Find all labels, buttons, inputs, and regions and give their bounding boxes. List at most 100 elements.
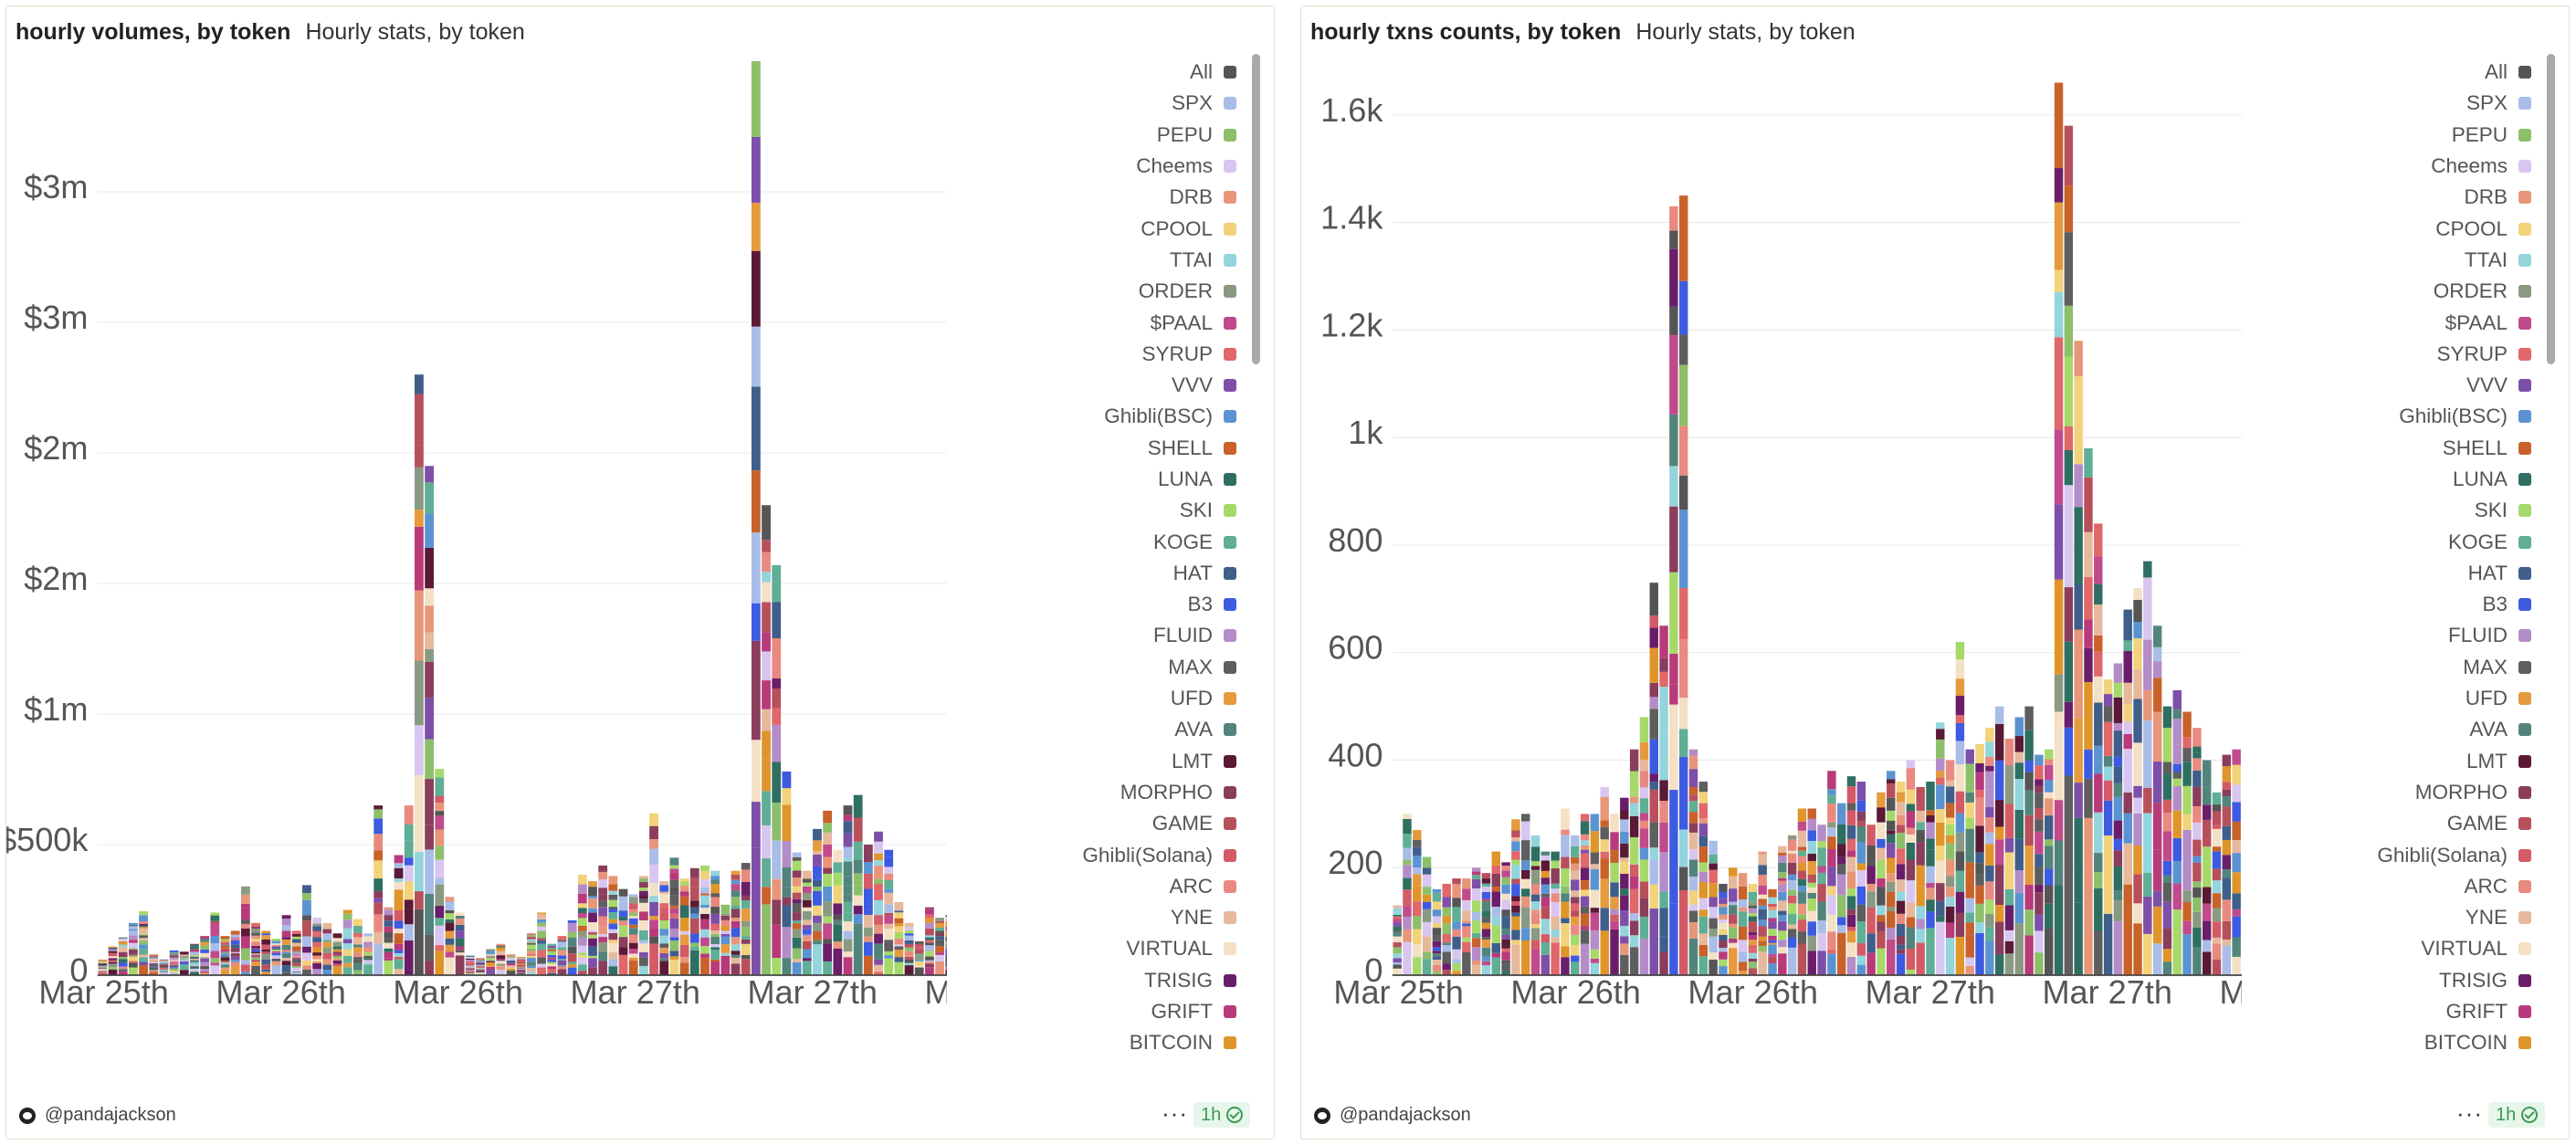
bar-stack[interactable] [210, 912, 220, 976]
bar-stack[interactable] [2152, 625, 2162, 976]
bar-stack[interactable] [1580, 814, 1590, 976]
legend-item-ghibli-solana-[interactable]: Ghibli(Solana) [2237, 839, 2531, 870]
bar-stack[interactable] [2004, 738, 2014, 976]
legend-item-virtual[interactable]: VIRTUAL [942, 933, 1236, 964]
legend-item-b3[interactable]: B3 [942, 589, 1236, 620]
legend-item-ufd[interactable]: UFD [942, 683, 1236, 714]
legend-item-drb[interactable]: DRB [942, 182, 1236, 213]
legend-item-cpool[interactable]: CPOOL [942, 213, 1236, 244]
bar-stack[interactable] [1520, 814, 1530, 976]
bar-stack[interactable] [1639, 717, 1649, 976]
legend-item-arc[interactable]: ARC [2237, 871, 2531, 902]
bar-stack[interactable] [363, 933, 373, 976]
bar-stack[interactable] [220, 936, 230, 976]
legend-item-drb[interactable]: DRB [2237, 182, 2531, 213]
bar-stack[interactable] [128, 922, 138, 976]
legend-item--paal[interactable]: $PAAL [942, 307, 1236, 338]
bar-stack[interactable] [1916, 786, 1925, 976]
bar-stack[interactable] [1688, 749, 1698, 976]
more-menu-icon[interactable]: ··· [1162, 1099, 1188, 1127]
bar-stack[interactable] [2162, 706, 2172, 976]
bar-stack[interactable] [2232, 749, 2241, 976]
bar-stack[interactable] [608, 876, 618, 976]
bar-stack[interactable] [251, 922, 260, 976]
bar-stack[interactable] [741, 863, 751, 976]
legend-item-virtual[interactable]: VIRTUAL [2237, 933, 2531, 964]
bar-stack[interactable] [322, 922, 332, 976]
legend-item-ghibli-bsc-[interactable]: Ghibli(BSC) [2237, 401, 2531, 432]
refresh-badge[interactable]: 1h [2488, 1102, 2546, 1128]
bar-stack[interactable] [710, 870, 720, 976]
bar-stack[interactable] [271, 938, 281, 976]
legend-item-pepu[interactable]: PEPU [2237, 120, 2531, 151]
bar-stack[interactable] [1669, 205, 1678, 976]
legend-item-koge[interactable]: KOGE [2237, 526, 2531, 557]
bar-stack[interactable] [1462, 878, 1471, 976]
bar-stack[interactable] [1807, 808, 1816, 976]
bar-stack[interactable] [557, 936, 567, 976]
bar-stack[interactable] [802, 870, 812, 976]
bar-stack[interactable] [1649, 583, 1658, 976]
bar-stack[interactable] [945, 915, 947, 976]
bar-stack[interactable] [2143, 561, 2152, 976]
bar-stack[interactable] [762, 505, 771, 976]
bar-stack[interactable] [2045, 749, 2054, 976]
bar-stack[interactable] [1511, 819, 1520, 976]
legend-item-ttai[interactable]: TTAI [942, 245, 1236, 276]
bar-stack[interactable] [159, 959, 169, 976]
legend-item-koge[interactable]: KOGE [942, 526, 1236, 557]
bar-stack[interactable] [567, 919, 577, 976]
bar-stack[interactable] [731, 870, 741, 976]
bar-stack[interactable] [700, 865, 710, 976]
bar-stack[interactable] [2074, 341, 2083, 976]
bar-stack[interactable] [1975, 743, 1984, 976]
legend-item-cpool[interactable]: CPOOL [2237, 213, 2531, 244]
legend-item-luna[interactable]: LUNA [2237, 464, 2531, 495]
more-menu-icon[interactable]: ··· [2456, 1099, 2483, 1127]
bar-stack[interactable] [2123, 609, 2132, 976]
bar-stack[interactable] [1846, 776, 1856, 976]
legend-item-fluid[interactable]: FLUID [2237, 620, 2531, 651]
bar-stack[interactable] [516, 957, 526, 976]
bar-stack[interactable] [1994, 706, 2004, 976]
bar-stack[interactable] [689, 867, 699, 976]
bar-stack[interactable] [904, 922, 914, 976]
bar-stack[interactable] [240, 886, 250, 976]
legend-item-ski[interactable]: SKI [2237, 495, 2531, 526]
legend-item-ava[interactable]: AVA [2237, 714, 2531, 745]
bar-stack[interactable] [1551, 851, 1560, 976]
legend-item-ufd[interactable]: UFD [2237, 683, 2531, 714]
bar-stack[interactable] [1393, 905, 1402, 976]
bar-stack[interactable] [1926, 782, 1935, 976]
bar-stack[interactable] [720, 904, 731, 976]
legend-item-yne[interactable]: YNE [2237, 902, 2531, 933]
bar-stack[interactable] [2054, 82, 2064, 976]
legend-item-lmt[interactable]: LMT [2237, 746, 2531, 777]
bar-stack[interactable] [1836, 803, 1846, 976]
bar-stack[interactable] [496, 943, 506, 976]
legend-item-syrup[interactable]: SYRUP [942, 339, 1236, 370]
bar-stack[interactable] [352, 919, 363, 976]
legend-item-ghibli-solana-[interactable]: Ghibli(Solana) [942, 839, 1236, 870]
bar-stack[interactable] [1817, 825, 1826, 976]
bar-stack[interactable] [914, 940, 924, 976]
bar-stack[interactable] [772, 565, 782, 976]
bar-stack[interactable] [1610, 814, 1619, 976]
bar-stack[interactable] [2182, 711, 2192, 976]
bar-stack[interactable] [2035, 754, 2044, 976]
bar-stack[interactable] [527, 933, 536, 976]
bar-stack[interactable] [1965, 749, 1974, 976]
legend-item-vvv[interactable]: VVV [2237, 370, 2531, 401]
legend-item-bitcoin[interactable]: BITCOIN [942, 1027, 1236, 1058]
bar-stack[interactable] [1481, 873, 1491, 976]
bar-stack[interactable] [537, 912, 546, 976]
bar-stack[interactable] [1768, 888, 1777, 976]
legend-item-b3[interactable]: B3 [2237, 589, 2531, 620]
legend-item-order[interactable]: ORDER [2237, 276, 2531, 307]
bar-stack[interactable] [2172, 689, 2182, 976]
legend-item-ttai[interactable]: TTAI [2237, 245, 2531, 276]
bar-stack[interactable] [874, 831, 883, 976]
bar-stack[interactable] [1403, 814, 1412, 976]
bar-stack[interactable] [404, 805, 414, 976]
bar-stack[interactable] [261, 930, 271, 976]
